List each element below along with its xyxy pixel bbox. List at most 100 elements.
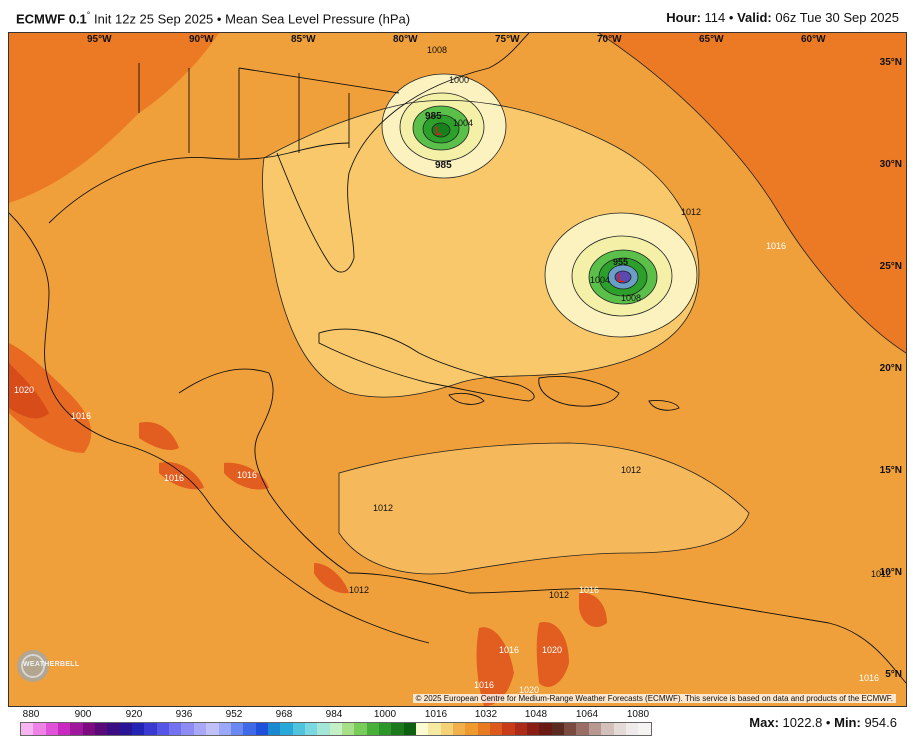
isobar-1016-ne xyxy=(598,33,906,354)
colorbar-swatch xyxy=(45,723,59,735)
high-sa-1 xyxy=(476,627,514,706)
logo-text: WEATHERBELL xyxy=(23,661,80,668)
isobar-label: 1012 xyxy=(681,207,701,217)
colorbar-swatch xyxy=(502,723,515,735)
colorbar-swatch xyxy=(132,723,145,735)
colorbar-swatch xyxy=(527,723,540,735)
coast-yucatan xyxy=(178,368,350,574)
colorbar-tick-label: 936 xyxy=(175,709,193,720)
colorbar-swatch xyxy=(119,723,133,735)
forecast-time: Hour: 114 • Valid: 06z Tue 30 Sep 2025 xyxy=(666,10,899,25)
isobar-label: 1020 xyxy=(14,385,34,395)
north-low-min-label: 985 xyxy=(435,160,452,171)
colorbar-tick-label: 984 xyxy=(325,709,343,720)
lon-label: 90°W xyxy=(189,34,214,45)
high-pressure-mexico-core xyxy=(9,363,49,419)
colorbar-swatch xyxy=(267,723,281,735)
colorbar-swatch xyxy=(169,723,182,735)
colorbar-swatch xyxy=(82,723,96,735)
colorbar-swatch xyxy=(255,723,268,735)
isobar-label: 1016 xyxy=(499,645,519,655)
colorbar-swatch xyxy=(465,723,478,735)
colorbar-swatch xyxy=(58,723,71,735)
colorbar-tick-label: 1080 xyxy=(626,709,650,720)
lon-label: 85°W xyxy=(291,34,316,45)
high-ca-3 xyxy=(224,462,269,490)
north-low-core xyxy=(431,122,451,138)
colorbar-swatch xyxy=(403,723,416,735)
colorbar-swatch xyxy=(354,723,367,735)
title-separator: • xyxy=(216,11,222,27)
model-name: ECMWF 0.1 xyxy=(16,11,87,27)
colorbar-tick-label: 1000 xyxy=(373,709,397,720)
coast-florida-east xyxy=(276,33,530,273)
colorbar-tick-label: 1064 xyxy=(575,709,599,720)
model-degree: ° xyxy=(86,10,91,20)
high-sa-3 xyxy=(579,592,607,628)
colorbar-swatch xyxy=(588,723,602,735)
colorbar-swatch xyxy=(218,723,231,735)
isobar-label: 1016 xyxy=(71,411,91,421)
colorbar-swatch xyxy=(243,723,256,735)
chart-title: ECMWF 0.1° Init 12z 25 Sep 2025 • Mean S… xyxy=(16,10,410,26)
colorbar-swatch xyxy=(453,723,466,735)
pressure-map: L L 1008 1000 985 xyxy=(8,32,907,707)
coast-south-america xyxy=(348,572,906,684)
lat-label: 20°N xyxy=(879,363,902,374)
colorbar-swatch xyxy=(292,723,305,735)
isobar-label: 1020 xyxy=(542,645,562,655)
coast-cuba xyxy=(318,328,535,402)
colorbar-swatch xyxy=(391,723,404,735)
colorbar-swatch xyxy=(625,723,639,735)
map-canvas: L L 1008 1000 985 xyxy=(9,33,906,706)
coast-puerto-rico xyxy=(648,400,680,411)
colorbar-swatch xyxy=(440,723,454,735)
colorbar-tick-label: 920 xyxy=(125,709,143,720)
lon-label: 60°W xyxy=(801,34,826,45)
colorbar-swatch xyxy=(317,723,330,735)
isobar-label: 1016 xyxy=(579,585,599,595)
colorbar-swatch xyxy=(70,723,83,735)
isobar-label: 1012 xyxy=(871,569,891,579)
colorbar-swatch xyxy=(230,723,244,735)
logo-icon xyxy=(17,650,49,682)
coast-hispaniola xyxy=(538,376,620,407)
caribbean-1012-region xyxy=(339,443,749,574)
colorbar-swatch xyxy=(206,723,219,735)
isobar-1012-bahamas xyxy=(262,100,700,398)
high-pressure-ne xyxy=(599,33,906,353)
colorbar-swatch xyxy=(601,723,614,735)
colorbar-swatch xyxy=(638,723,651,735)
colorbar-tick-label: 952 xyxy=(225,709,243,720)
isobar-1012-caribbean xyxy=(338,442,750,575)
colorbar-tick-label: 1048 xyxy=(524,709,548,720)
colorbar-swatch xyxy=(156,723,170,735)
isobar-label-group: 1008 1000 985 1004 1012 1016 1004 1008 1… xyxy=(14,45,891,695)
max-value: 1022.8 xyxy=(782,715,823,730)
coast-central-america-pacific xyxy=(118,442,430,644)
colorbar-swatch xyxy=(95,723,108,735)
colorbar-tick-label: 1032 xyxy=(474,709,498,720)
colorbar-tick-label: 880 xyxy=(22,709,40,720)
weatherbell-logo: WEATHERBELL xyxy=(15,648,95,684)
hour-label: Hour: xyxy=(666,10,701,25)
south-low-marker: L xyxy=(617,271,624,285)
isobar-label: 1004 xyxy=(590,275,610,285)
pressure-colorbar xyxy=(20,722,652,736)
colorbar-swatch xyxy=(193,723,207,735)
colorbar-swatch xyxy=(21,723,34,735)
hour-value: 114 xyxy=(704,10,726,25)
isobar-label: 1004 xyxy=(453,118,473,128)
title-separator-2: • xyxy=(728,10,734,25)
isobar-label: 1012 xyxy=(549,590,569,600)
colorbar-tick-label: 968 xyxy=(275,709,293,720)
colorbar-swatch xyxy=(416,723,429,735)
colorbar-swatch xyxy=(341,723,355,735)
lon-label: 75°W xyxy=(495,34,520,45)
lat-label: 25°N xyxy=(879,261,902,272)
colorbar-swatch xyxy=(144,723,157,735)
data-credit: © 2025 European Centre for Medium-Range … xyxy=(412,694,896,703)
isobar-label: 1016 xyxy=(474,680,494,690)
isobar-label: 1000 xyxy=(449,75,469,85)
colorbar-swatch xyxy=(490,723,503,735)
